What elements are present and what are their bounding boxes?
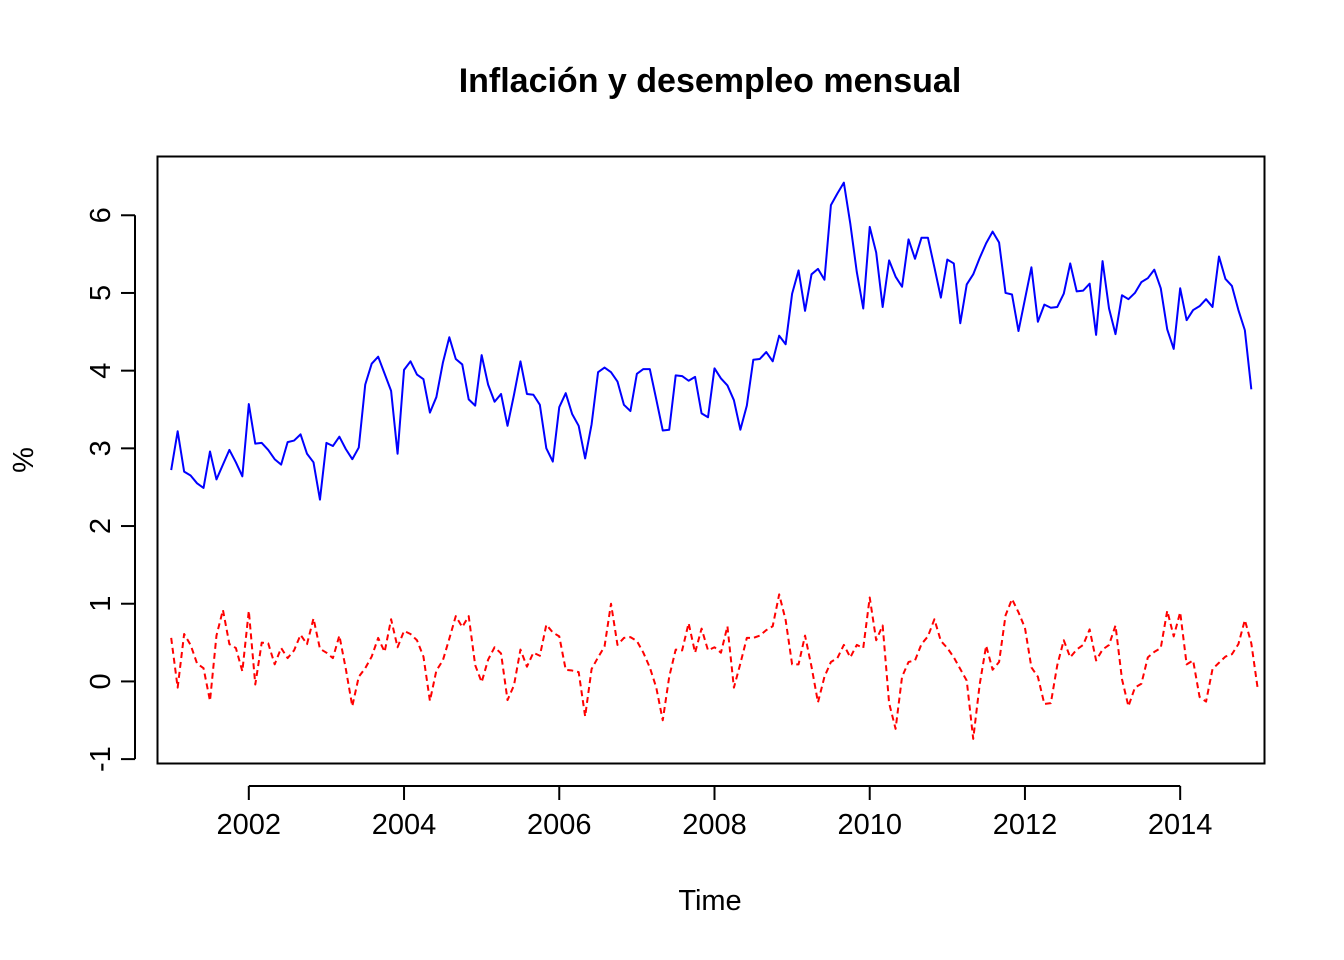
x-tick-label: 2008: [682, 809, 747, 841]
series-group: [170, 181, 1259, 740]
y-tick-label: 5: [85, 285, 117, 301]
x-tick-label: 2012: [993, 809, 1058, 841]
series-line-solid: [170, 181, 1253, 501]
x-tick-label: 2010: [837, 809, 902, 841]
plot-border: [156, 155, 1266, 765]
y-tick-label: -1: [85, 746, 117, 772]
x-tick-label: 2006: [527, 809, 592, 841]
x-tick-label: 2014: [1148, 809, 1213, 841]
y-axis-label: %: [8, 447, 40, 473]
chart-title: Inflación y desempleo mensual: [459, 62, 962, 100]
y-tick-label: 6: [85, 207, 117, 223]
y-tick-label: 4: [85, 363, 117, 379]
y-tick-label: 0: [85, 673, 117, 689]
x-axis-label: Time: [678, 885, 741, 917]
x-tick-label: 2002: [217, 809, 282, 841]
y-tick-label: 3: [85, 440, 117, 456]
x-tick-label: 2004: [372, 809, 437, 841]
series-line-dashed: [170, 593, 1259, 740]
x-axis: 2002 2004 2006 2008 2010 2012 2014: [217, 785, 1213, 841]
y-tick-label: 2: [85, 518, 117, 534]
y-tick-label: 1: [85, 596, 117, 612]
y-axis: -1 0 1 2 3 4 5 6: [85, 207, 136, 772]
